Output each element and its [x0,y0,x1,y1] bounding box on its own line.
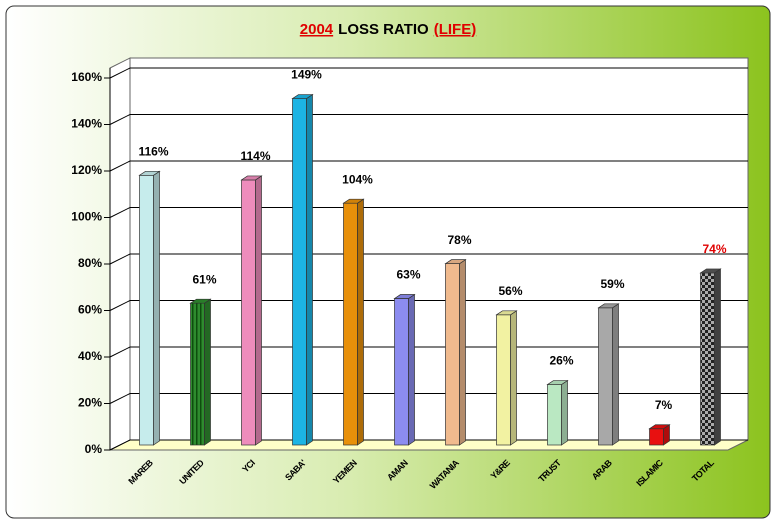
grid-line [109,346,748,358]
value-label: 61% [192,272,216,286]
bar-front [394,298,409,446]
bar-top [444,259,467,264]
chart-title: 2004 LOSS RATIO (LIFE) [300,21,476,38]
title-main: LOSS RATIO [338,21,429,38]
value-label: 7% [655,398,673,412]
bar-side [408,293,415,446]
bar-side [306,93,313,446]
bar-top [138,170,161,176]
bar-top [546,380,569,385]
bar [699,268,722,446]
bar-side [204,298,211,446]
value-label: 104% [342,172,373,186]
bar-front [445,263,460,446]
bar-front [139,174,154,446]
bar [138,170,161,446]
bar-front [343,202,358,446]
side-wall [109,57,131,451]
y-tick-label: 0% [85,442,103,456]
bar [291,93,314,446]
bar-front [190,302,205,446]
value-label: 26% [549,354,573,368]
value-label: 149% [291,68,322,82]
bar-side [255,175,262,446]
bar-top [393,294,416,299]
bar-top [597,303,620,309]
bar-top [495,310,518,316]
bar-front [700,272,715,446]
bar-front [292,98,307,446]
grid-line [109,207,748,218]
grid-line [109,67,748,79]
value-label: 63% [396,268,420,282]
bar-top [189,298,212,304]
bar [648,424,671,446]
bar-top [648,424,671,430]
value-label: 78% [447,233,471,247]
bar-side [357,198,364,446]
grid-line [109,114,748,125]
bar-top [291,94,314,99]
bar-side [459,258,466,446]
bar-side [714,268,721,446]
title-year: 2004 [300,21,334,38]
bar [597,303,620,446]
y-tick-label: 120% [71,163,102,177]
bar-front [649,428,664,446]
bar-front [598,307,613,446]
bar-top [240,175,263,181]
bar-side [153,170,160,446]
bar-side [612,303,619,446]
value-label: 56% [498,284,522,298]
y-tick-label: 20% [78,396,102,410]
grid-line [109,393,748,404]
y-tick-label: 160% [71,70,102,84]
grid-line [109,300,748,311]
bar-side [561,379,568,446]
y-tick-label: 140% [71,117,102,131]
y-tick-label: 60% [78,303,102,317]
bar-front [241,179,256,446]
bar-front [547,384,562,446]
bar-top [342,198,365,204]
value-label: 74% [702,242,726,256]
grid-line [109,253,748,265]
y-tick-label: 100% [71,210,102,224]
grid-line [109,439,748,451]
y-tick-label: 80% [78,256,102,270]
title-life: (LIFE) [434,21,477,38]
bar [342,198,365,446]
bar [189,298,212,446]
value-label: 116% [138,144,168,158]
bar [393,293,416,446]
bar [444,258,467,446]
back-wall [129,57,749,441]
bar-top [699,268,722,274]
grid-line [109,160,748,172]
bar-side [510,310,517,446]
value-label: 59% [600,277,624,291]
value-label: 114% [240,149,270,163]
bar-front [496,314,511,446]
bar [546,379,569,446]
bar [495,310,518,446]
y-tick-label: 40% [78,349,102,363]
bar [240,175,263,446]
